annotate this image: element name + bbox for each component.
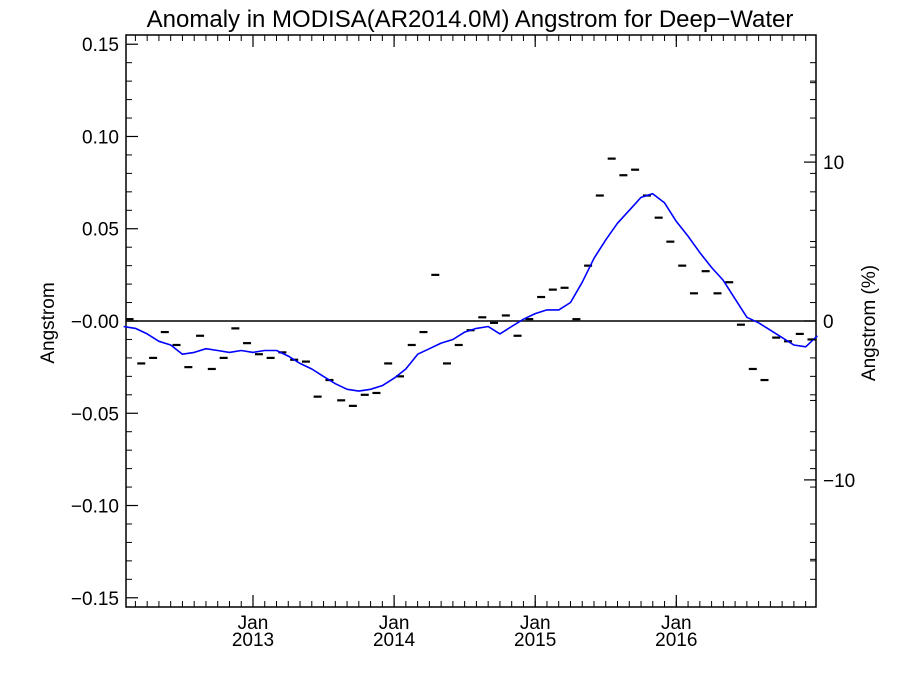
y-tick-label: 0.10 <box>82 127 119 148</box>
y2-axis-label: Angstrom (%) <box>859 265 880 381</box>
running-mean-series <box>123 192 818 392</box>
y2-axis-ticks: 10 0 −10 <box>804 82 855 560</box>
y-tick-label: 0.15 <box>82 35 119 56</box>
chart-title: Anomaly in MODISA(AR2014.0M) Angstrom fo… <box>147 6 794 33</box>
y-tick-label: −0.05 <box>71 404 119 425</box>
plot-area <box>123 34 818 608</box>
y-axis-label: Angstrom <box>38 282 59 363</box>
y2-tick-label: −10 <box>823 471 855 492</box>
running-mean-line <box>123 192 818 392</box>
x-tick-label-month: Jan <box>238 613 269 634</box>
y-tick-label: −0.15 <box>71 589 119 610</box>
x-tick-label-month: Jan <box>379 613 410 634</box>
y-tick-label: −0.00 <box>71 312 119 333</box>
y2-tick-label: 10 <box>823 153 844 174</box>
x-tick-label-year: 2013 <box>232 630 274 651</box>
x-tick-label-year: 2016 <box>655 630 697 651</box>
y-tick-label: −0.10 <box>71 497 119 518</box>
y2-tick-label: 0 <box>823 312 834 333</box>
x-tick-label-month: Jan <box>520 613 551 634</box>
y-tick-label: 0.05 <box>82 220 119 241</box>
x-tick-label-month: Jan <box>661 613 692 634</box>
y-axis-ticks: 0.15 0.10 0.05 −0.00 −0.05 −0.10 −0.15 <box>71 35 816 610</box>
monthly-markers <box>125 157 816 407</box>
x-tick-label-year: 2015 <box>514 630 556 651</box>
x-tick-label-year: 2014 <box>373 630 416 651</box>
